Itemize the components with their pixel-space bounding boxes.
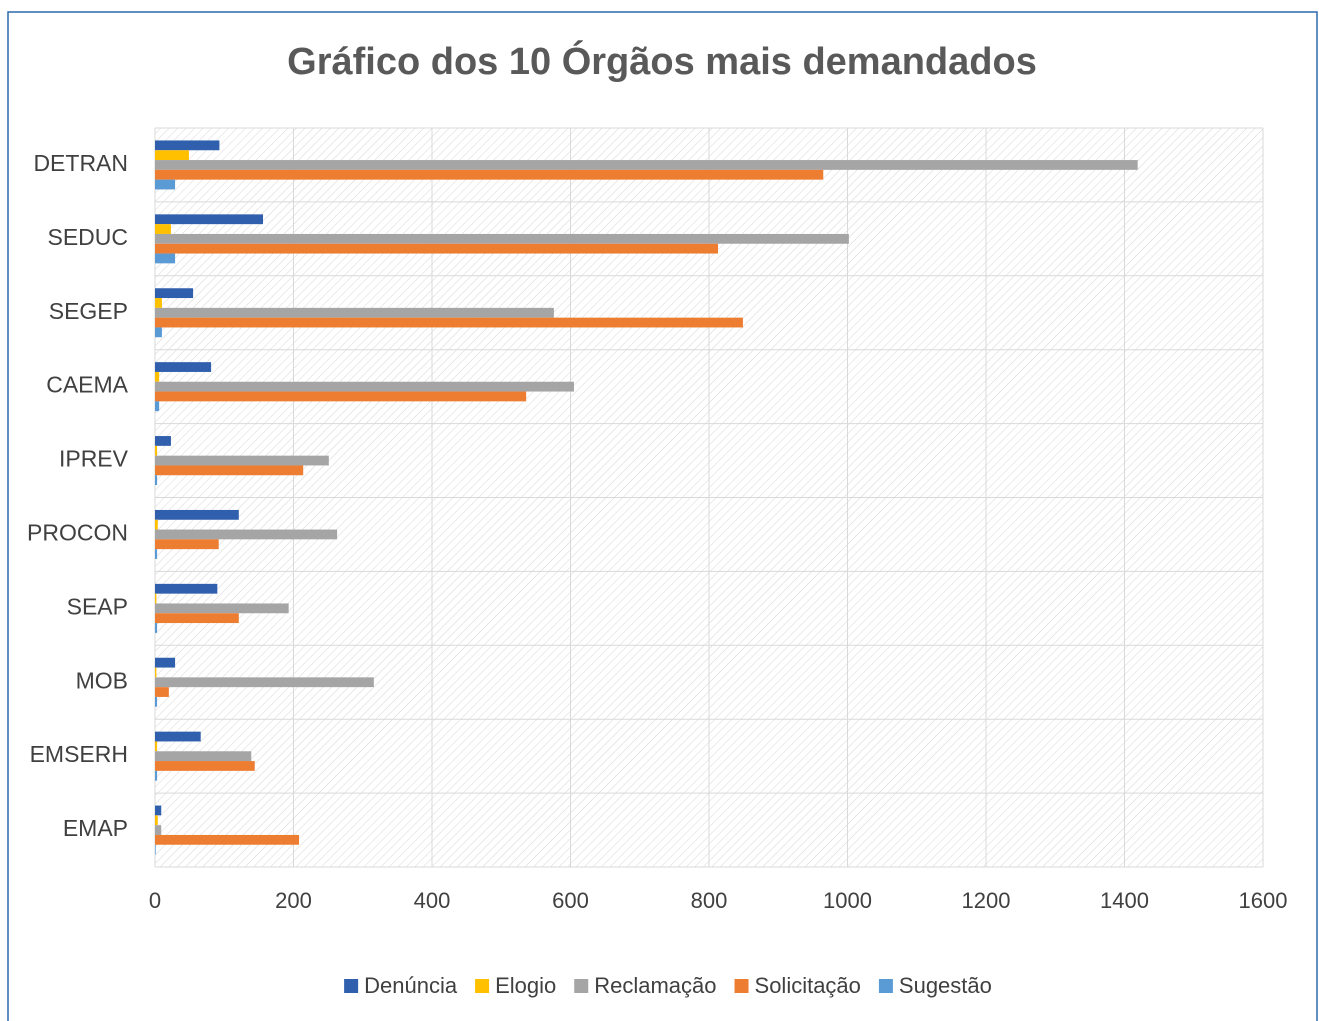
legend-swatch bbox=[734, 979, 749, 993]
x-tick-label: 800 bbox=[691, 888, 728, 913]
legend-label: Elogio bbox=[495, 973, 556, 998]
bar bbox=[155, 770, 158, 781]
bar bbox=[155, 401, 160, 412]
bar bbox=[155, 140, 220, 151]
bar bbox=[155, 362, 212, 372]
y-tick-label: PROCON bbox=[27, 520, 128, 546]
bar bbox=[155, 603, 289, 614]
bar bbox=[155, 549, 158, 559]
bar bbox=[155, 825, 162, 835]
bar bbox=[155, 465, 304, 476]
bar bbox=[155, 761, 255, 771]
chart-title: Gráfico dos 10 Órgãos mais demandados bbox=[287, 39, 1037, 83]
bar bbox=[155, 844, 156, 855]
y-tick-label: EMSERH bbox=[30, 741, 128, 767]
bar bbox=[155, 179, 176, 190]
bar bbox=[155, 327, 162, 338]
x-tick-label: 0 bbox=[149, 888, 161, 913]
bar bbox=[155, 519, 158, 530]
y-tick-label: EMAP bbox=[63, 815, 128, 841]
bar bbox=[155, 805, 162, 816]
legend-swatch bbox=[475, 979, 490, 993]
bar bbox=[155, 731, 201, 742]
x-tick-label: 200 bbox=[275, 888, 312, 913]
bar bbox=[155, 224, 171, 234]
bar bbox=[155, 233, 849, 244]
bar bbox=[155, 253, 176, 264]
bar bbox=[155, 455, 329, 466]
bar bbox=[155, 169, 824, 180]
bar bbox=[155, 696, 158, 707]
bar bbox=[155, 751, 252, 762]
bar bbox=[155, 436, 171, 446]
legend-label: Reclamação bbox=[594, 973, 716, 998]
bar bbox=[155, 667, 157, 678]
bar bbox=[155, 298, 162, 308]
bar bbox=[155, 623, 158, 633]
bar bbox=[155, 529, 338, 540]
y-tick-label: SEDUC bbox=[47, 224, 128, 250]
bar bbox=[155, 317, 743, 328]
bar bbox=[155, 214, 264, 225]
bar bbox=[155, 445, 158, 456]
legend-label: Denúncia bbox=[364, 973, 458, 998]
legend-swatch bbox=[344, 979, 359, 993]
bar bbox=[155, 391, 527, 402]
bar bbox=[155, 539, 219, 550]
bar bbox=[155, 687, 169, 697]
y-tick-label: SEGEP bbox=[49, 298, 128, 324]
bar bbox=[155, 371, 160, 382]
bar bbox=[155, 288, 194, 299]
y-tick-label: DETRAN bbox=[33, 150, 128, 176]
y-tick-label: CAEMA bbox=[46, 372, 128, 398]
bar bbox=[155, 741, 158, 752]
x-tick-label: 1400 bbox=[1100, 888, 1149, 913]
bar bbox=[155, 657, 176, 668]
bar bbox=[155, 834, 300, 845]
legend-swatch bbox=[878, 979, 893, 993]
bar bbox=[155, 815, 158, 826]
bar bbox=[155, 677, 374, 688]
x-tick-label: 600 bbox=[552, 888, 589, 913]
bar bbox=[155, 613, 239, 624]
x-tick-label: 1000 bbox=[823, 888, 872, 913]
bar bbox=[155, 150, 189, 161]
legend-label: Solicitação bbox=[755, 973, 861, 998]
bar bbox=[155, 307, 554, 318]
y-tick-label: SEAP bbox=[67, 593, 128, 619]
bar bbox=[155, 160, 1138, 170]
bar bbox=[155, 583, 218, 594]
x-tick-label: 1600 bbox=[1239, 888, 1288, 913]
bar bbox=[155, 475, 158, 486]
x-tick-label: 1200 bbox=[962, 888, 1011, 913]
bar bbox=[155, 593, 157, 604]
legend-swatch bbox=[574, 979, 589, 993]
bar bbox=[155, 509, 239, 520]
bar bbox=[155, 381, 574, 392]
bar bbox=[155, 243, 719, 254]
x-tick-label: 400 bbox=[414, 888, 451, 913]
y-tick-label: MOB bbox=[76, 667, 128, 693]
y-tick-label: IPREV bbox=[59, 446, 129, 472]
legend-label: Sugestão bbox=[899, 973, 992, 998]
